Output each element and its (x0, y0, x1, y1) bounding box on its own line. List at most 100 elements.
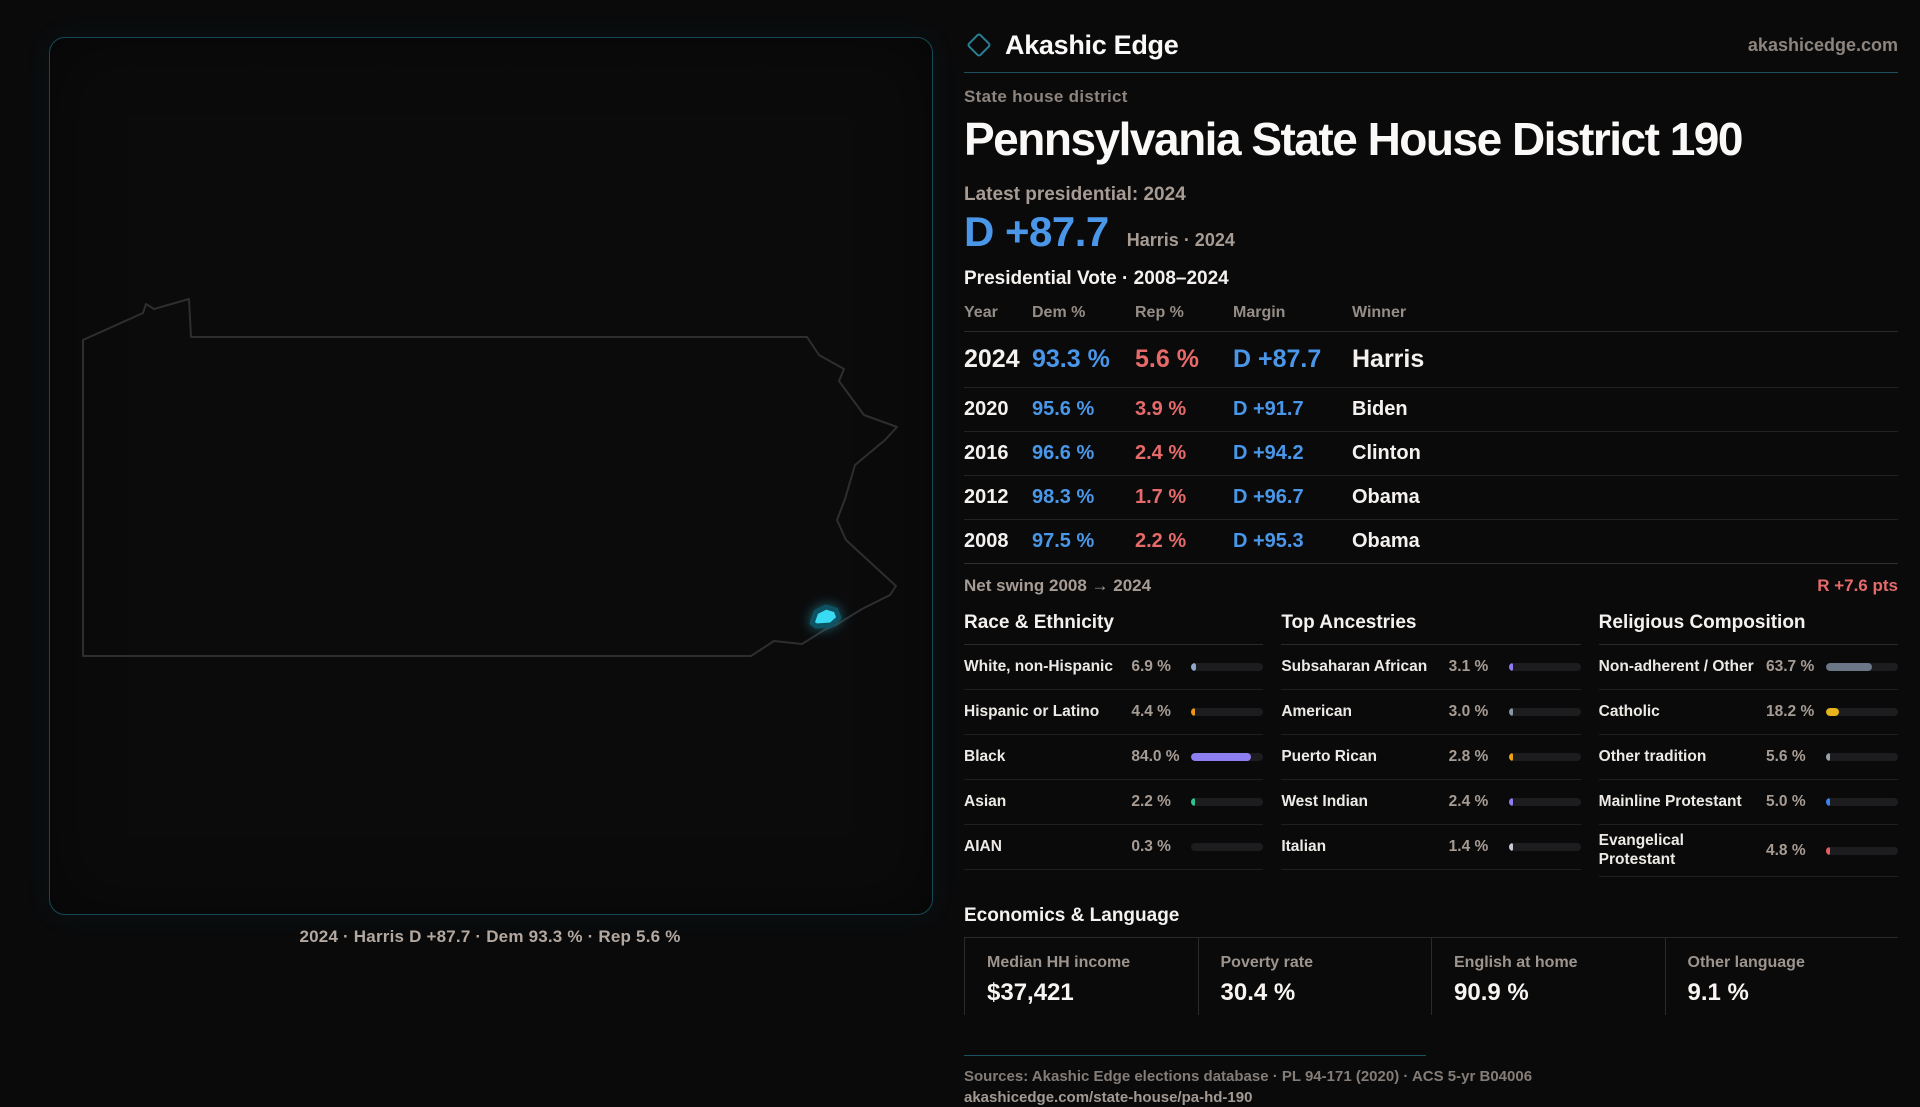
cell-rep-pct: 2.4 % (1135, 442, 1187, 464)
demographic-bar-track (1508, 708, 1581, 716)
demographic-label: Hispanic or Latino (964, 702, 1100, 720)
demographics-column-title: Religious Composition (1598, 612, 1898, 645)
demographic-value: 63.7 % (1766, 658, 1815, 675)
cell-dem-pct: 98.3 % (1032, 486, 1095, 508)
economics-stat-cell: English at home 90.9 % (1431, 938, 1665, 1016)
cell-year: 2020 (964, 398, 1009, 420)
demographic-label: Other tradition (1598, 747, 1707, 765)
footer: Sources: Akashic Edge elections database… (964, 1055, 1898, 1107)
cell-dem-pct: 95.6 % (1032, 398, 1095, 420)
demographic-bar-track (1508, 798, 1581, 806)
demographic-label: Italian (1281, 837, 1327, 855)
permalink-link[interactable]: akashicedge.com/state-house/pa-hd-190 (964, 1089, 1253, 1107)
sources-text: Sources: Akashic Edge elections database… (964, 1068, 1533, 1086)
cell-winner: Harris (1352, 345, 1425, 373)
demographic-bar-fill (1191, 708, 1196, 716)
cell-margin: D +95.3 (1233, 530, 1304, 552)
demographic-bar-track (1826, 708, 1898, 716)
demographic-value: 2.8 % (1448, 748, 1489, 765)
demographic-value: 5.6 % (1766, 748, 1806, 765)
economics-title: Economics & Language (964, 905, 1898, 939)
headline-margin-row: D +87.7 Harris · 2024 (964, 208, 1898, 256)
stat-label: Other language (1687, 954, 1805, 972)
cell-rep-pct: 2.2 % (1135, 530, 1187, 552)
vote-table-row: 2008 97.5 % 2.2 % D +95.3 Obama (964, 520, 1898, 564)
cell-year: 2008 (964, 530, 1009, 552)
demographic-row: Mainline Protestant 5.0 % (1598, 780, 1898, 825)
demographic-row: American 3.0 % (1281, 690, 1581, 735)
demographic-label: White, non-Hispanic (964, 657, 1113, 675)
column-header: Rep % (1135, 304, 1184, 321)
demographics-grid: Race & Ethnicity White, non-Hispanic 6.9 %… (964, 612, 1898, 878)
demographic-value: 0.3 % (1131, 838, 1171, 855)
demographic-bar-track (1191, 843, 1264, 851)
demographic-row: White, non-Hispanic 6.9 % (964, 645, 1264, 690)
net-swing-row: Net swing 2008 → 2024 R +7.6 pts (964, 576, 1898, 596)
net-swing-value: R +7.6 pts (1817, 576, 1898, 595)
demographic-label: Asian (964, 792, 1007, 810)
stat-label: Poverty rate (1220, 954, 1314, 972)
demographic-row: Subsaharan African 3.1 % (1281, 645, 1581, 690)
demographic-bar-fill (1826, 753, 1830, 761)
presidential-vote-table: Year Dem % Rep % Margin Winner 2024 93.3 % 5.6 … (964, 304, 1898, 564)
demographic-bar-fill (1508, 753, 1513, 761)
stat-value: 90.9 % (1454, 979, 1529, 1007)
pennsylvania-map (82, 298, 898, 657)
cell-year: 2016 (964, 442, 1009, 464)
cell-winner: Obama (1352, 486, 1420, 508)
cell-winner: Clinton (1352, 442, 1421, 464)
demographic-bar-track (1191, 798, 1264, 806)
stat-value: 9.1 % (1687, 979, 1749, 1007)
demographic-label: Mainline Protestant (1598, 792, 1742, 810)
column-header: Margin (1233, 304, 1286, 321)
header-divider (964, 72, 1898, 73)
demographics-column-title: Race & Ethnicity (964, 612, 1264, 645)
demographic-value: 5.0 % (1766, 793, 1806, 810)
demographic-row: Puerto Rican 2.8 % (1281, 735, 1581, 780)
demographics-column: Top Ancestries Subsaharan African 3.1 % Ame… (1281, 612, 1581, 877)
demographic-bar-fill (1826, 708, 1839, 716)
demographic-value: 18.2 % (1766, 703, 1815, 720)
demographic-label: Subsaharan African (1281, 657, 1428, 675)
vote-table-row: 2020 95.6 % 3.9 % D +91.7 Biden (964, 388, 1898, 432)
demographic-row: Asian 2.2 % (964, 780, 1264, 825)
kicker-label: State house district (964, 87, 1128, 106)
cell-year: 2024 (964, 345, 1020, 373)
report-column: Akashic Edge akashicedge.com State house… (964, 24, 1898, 1107)
district-190-shape[interactable] (809, 604, 842, 629)
cell-rep-pct: 3.9 % (1135, 398, 1187, 420)
demographic-bar-fill (1508, 843, 1513, 851)
brand-domain-link[interactable]: akashicedge.com (1747, 34, 1898, 55)
page-title: Pennsylvania State House District 190 (964, 113, 1743, 165)
demographic-label: Black (964, 747, 1006, 765)
economics-section: Economics & Language Median HH income $37… (964, 905, 1898, 1016)
demographic-bar-fill (1508, 708, 1513, 716)
cell-rep-pct: 1.7 % (1135, 486, 1187, 508)
demographic-row: Catholic 18.2 % (1598, 690, 1898, 735)
cell-margin: D +87.7 (1233, 345, 1322, 373)
demographic-label: Non-adherent / Other (1598, 657, 1754, 675)
cell-margin: D +94.2 (1233, 442, 1304, 464)
cell-year: 2012 (964, 486, 1009, 508)
vote-table-header-row: Year Dem % Rep % Margin Winner (964, 304, 1898, 332)
demographic-value: 1.4 % (1448, 838, 1489, 855)
demographic-row: Evangelical Protestant 4.8 % (1598, 825, 1898, 878)
demographic-bar-track (1508, 663, 1581, 671)
demographic-label: West Indian (1281, 792, 1369, 810)
demographic-row: AIAN 0.3 % (964, 825, 1264, 870)
net-swing-label: Net swing 2008 → 2024 (964, 576, 1152, 595)
demographic-row: Non-adherent / Other 63.7 % (1598, 645, 1898, 690)
economics-stat-cell: Poverty rate 30.4 % (1197, 938, 1432, 1016)
demographic-row: Other tradition 5.6 % (1598, 735, 1898, 780)
demographic-bar-track (1826, 663, 1898, 671)
demographic-bar-track (1191, 663, 1264, 671)
map-caption: 2024 · Harris D +87.7 · Dem 93.3 % · Rep… (299, 927, 681, 946)
brand-row: Akashic Edge akashicedge.com (964, 24, 1898, 66)
demographic-bar-fill (1826, 798, 1830, 806)
economics-stat-cell: Median HH income $37,421 (964, 938, 1198, 1016)
demographic-bar-track (1508, 843, 1581, 851)
cell-winner: Obama (1352, 530, 1420, 552)
demographic-label: Puerto Rican (1281, 747, 1377, 765)
demographic-bar-fill (1508, 663, 1513, 671)
demographic-bar-fill (1191, 663, 1197, 671)
